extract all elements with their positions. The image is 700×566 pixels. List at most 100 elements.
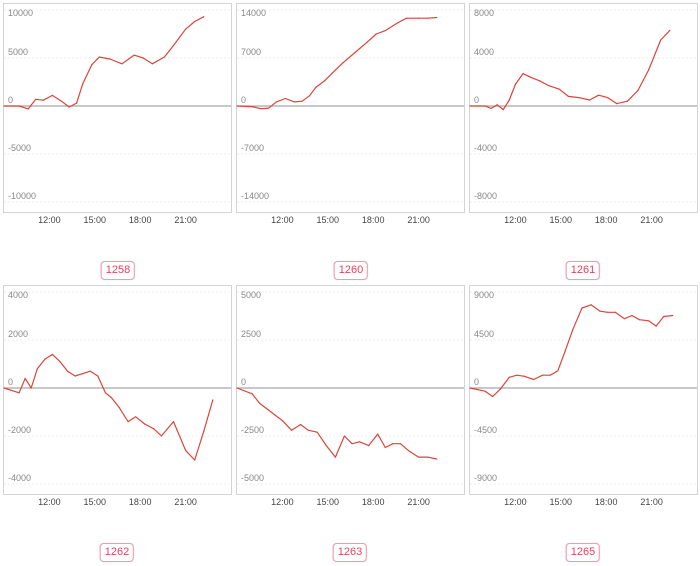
data-point: [436, 16, 438, 19]
x-tick-label: 15:00: [84, 497, 107, 507]
chart-id-badge[interactable]: 1265: [565, 543, 601, 562]
y-tick-label: 0: [474, 377, 479, 387]
data-point: [549, 374, 551, 376]
data-point: [172, 421, 175, 423]
chart-id-badge[interactable]: 1258: [100, 261, 136, 280]
x-tick-label: 18:00: [362, 215, 385, 225]
line-chart: 4000 2000 0 -2000 -4000 12:00 15:00 18:00 21:00: [3, 290, 231, 507]
data-point: [436, 458, 438, 460]
series-line: [236, 387, 437, 460]
data-point: [508, 99, 510, 101]
data-point: [539, 80, 541, 82]
data-point: [469, 105, 471, 107]
data-point: [104, 392, 106, 394]
data-point: [30, 387, 32, 389]
data-point: [342, 62, 344, 64]
y-tick-label: 0: [241, 95, 246, 105]
x-tick-label: 12:00: [504, 215, 527, 225]
data-point: [42, 99, 44, 101]
data-point: [598, 94, 600, 96]
line-chart: 14000 7000 0 -7000 -14000 12:00 15:00 18:00 21:0…: [236, 8, 464, 225]
data-point: [508, 376, 510, 378]
chart-frame: 8000 4000 0 -4000 -8000 12:00 15:00 18:00 21:00: [469, 3, 698, 225]
y-tick-label: 8000: [474, 8, 494, 18]
y-tick-label: 0: [241, 377, 246, 387]
data-point: [82, 373, 84, 375]
data-point: [334, 456, 336, 458]
data-point: [588, 99, 591, 101]
y-tick-label: -2500: [241, 425, 264, 435]
data-point: [626, 100, 628, 102]
line-chart: 9000 4500 0 -4500 -9000 12:00 15:00 18:00 21:00: [469, 290, 697, 507]
x-tick-label: 12:00: [38, 497, 61, 507]
data-point: [60, 100, 63, 102]
data-point: [194, 20, 196, 23]
data-point: [309, 95, 311, 97]
x-tick-label: 15:00: [317, 215, 340, 225]
data-point: [384, 446, 386, 449]
x-tick-label: 18:00: [129, 215, 152, 225]
chart-frame: 14000 7000 0 -7000 -14000 12:00 15:00 18:00 21:0…: [236, 3, 465, 225]
data-point: [275, 101, 277, 103]
y-tick-label: -8000: [474, 191, 497, 201]
data-point: [68, 106, 70, 108]
data-point: [315, 86, 317, 89]
data-point: [236, 105, 238, 107]
data-point: [469, 387, 471, 389]
data-point: [127, 421, 129, 423]
x-tick-label: 21:00: [640, 215, 663, 225]
y-tick-label: 2500: [241, 329, 261, 339]
y-tick-label: -2000: [8, 425, 31, 435]
x-tick-label: 18:00: [595, 497, 618, 507]
data-point: [185, 28, 187, 30]
data-point: [3, 387, 5, 389]
data-point: [133, 54, 135, 56]
data-point: [502, 109, 504, 111]
data-point: [293, 101, 296, 103]
x-tick-label: 18:00: [595, 215, 618, 225]
data-point: [284, 97, 287, 100]
data-point: [516, 374, 518, 376]
data-point: [607, 97, 609, 99]
data-point: [98, 56, 100, 58]
chart-id-badge[interactable]: 1263: [332, 543, 368, 562]
data-point: [18, 392, 20, 394]
data-point: [418, 456, 420, 458]
y-tick-label: 9000: [474, 290, 494, 300]
y-tick-label: 4000: [474, 47, 494, 57]
line-chart: 10000 5000 0 -5000 -10000 12:00 15:00 18:00 21:0…: [3, 8, 231, 225]
data-point: [567, 95, 569, 97]
data-point: [343, 435, 346, 437]
data-point: [89, 370, 91, 372]
data-point: [672, 314, 674, 317]
x-tick-label: 21:00: [640, 497, 663, 507]
data-point: [427, 17, 429, 19]
chart-id-badge[interactable]: 1262: [99, 543, 135, 562]
data-point: [82, 83, 84, 85]
data-point: [163, 56, 166, 58]
data-point: [558, 88, 560, 90]
x-tick-label: 21:00: [174, 215, 197, 225]
data-point: [368, 445, 370, 447]
line-chart: 5000 2500 0 -2500 -5000 12:00 15:00 18:00 21:00: [236, 290, 464, 507]
data-point: [44, 358, 46, 360]
data-point: [212, 399, 214, 401]
data-point: [496, 104, 498, 106]
data-point: [203, 430, 205, 432]
x-tick-label: 15:00: [550, 497, 573, 507]
data-point: [301, 100, 303, 102]
chart-id-badge[interactable]: 1260: [333, 261, 369, 280]
data-point: [274, 414, 276, 416]
data-point: [669, 29, 671, 31]
series-line: [470, 29, 671, 111]
data-point: [529, 76, 532, 78]
chart-frame: 10000 5000 0 -5000 -10000 12:00 15:00 18:00 21:0…: [3, 3, 232, 225]
data-point: [375, 33, 377, 35]
data-point: [121, 63, 123, 65]
chart-id-badge[interactable]: 1261: [565, 261, 601, 280]
y-tick-label: 10000: [8, 8, 33, 18]
data-point: [290, 429, 293, 431]
data-point: [366, 41, 368, 43]
data-point: [623, 318, 625, 320]
data-point: [614, 311, 616, 313]
